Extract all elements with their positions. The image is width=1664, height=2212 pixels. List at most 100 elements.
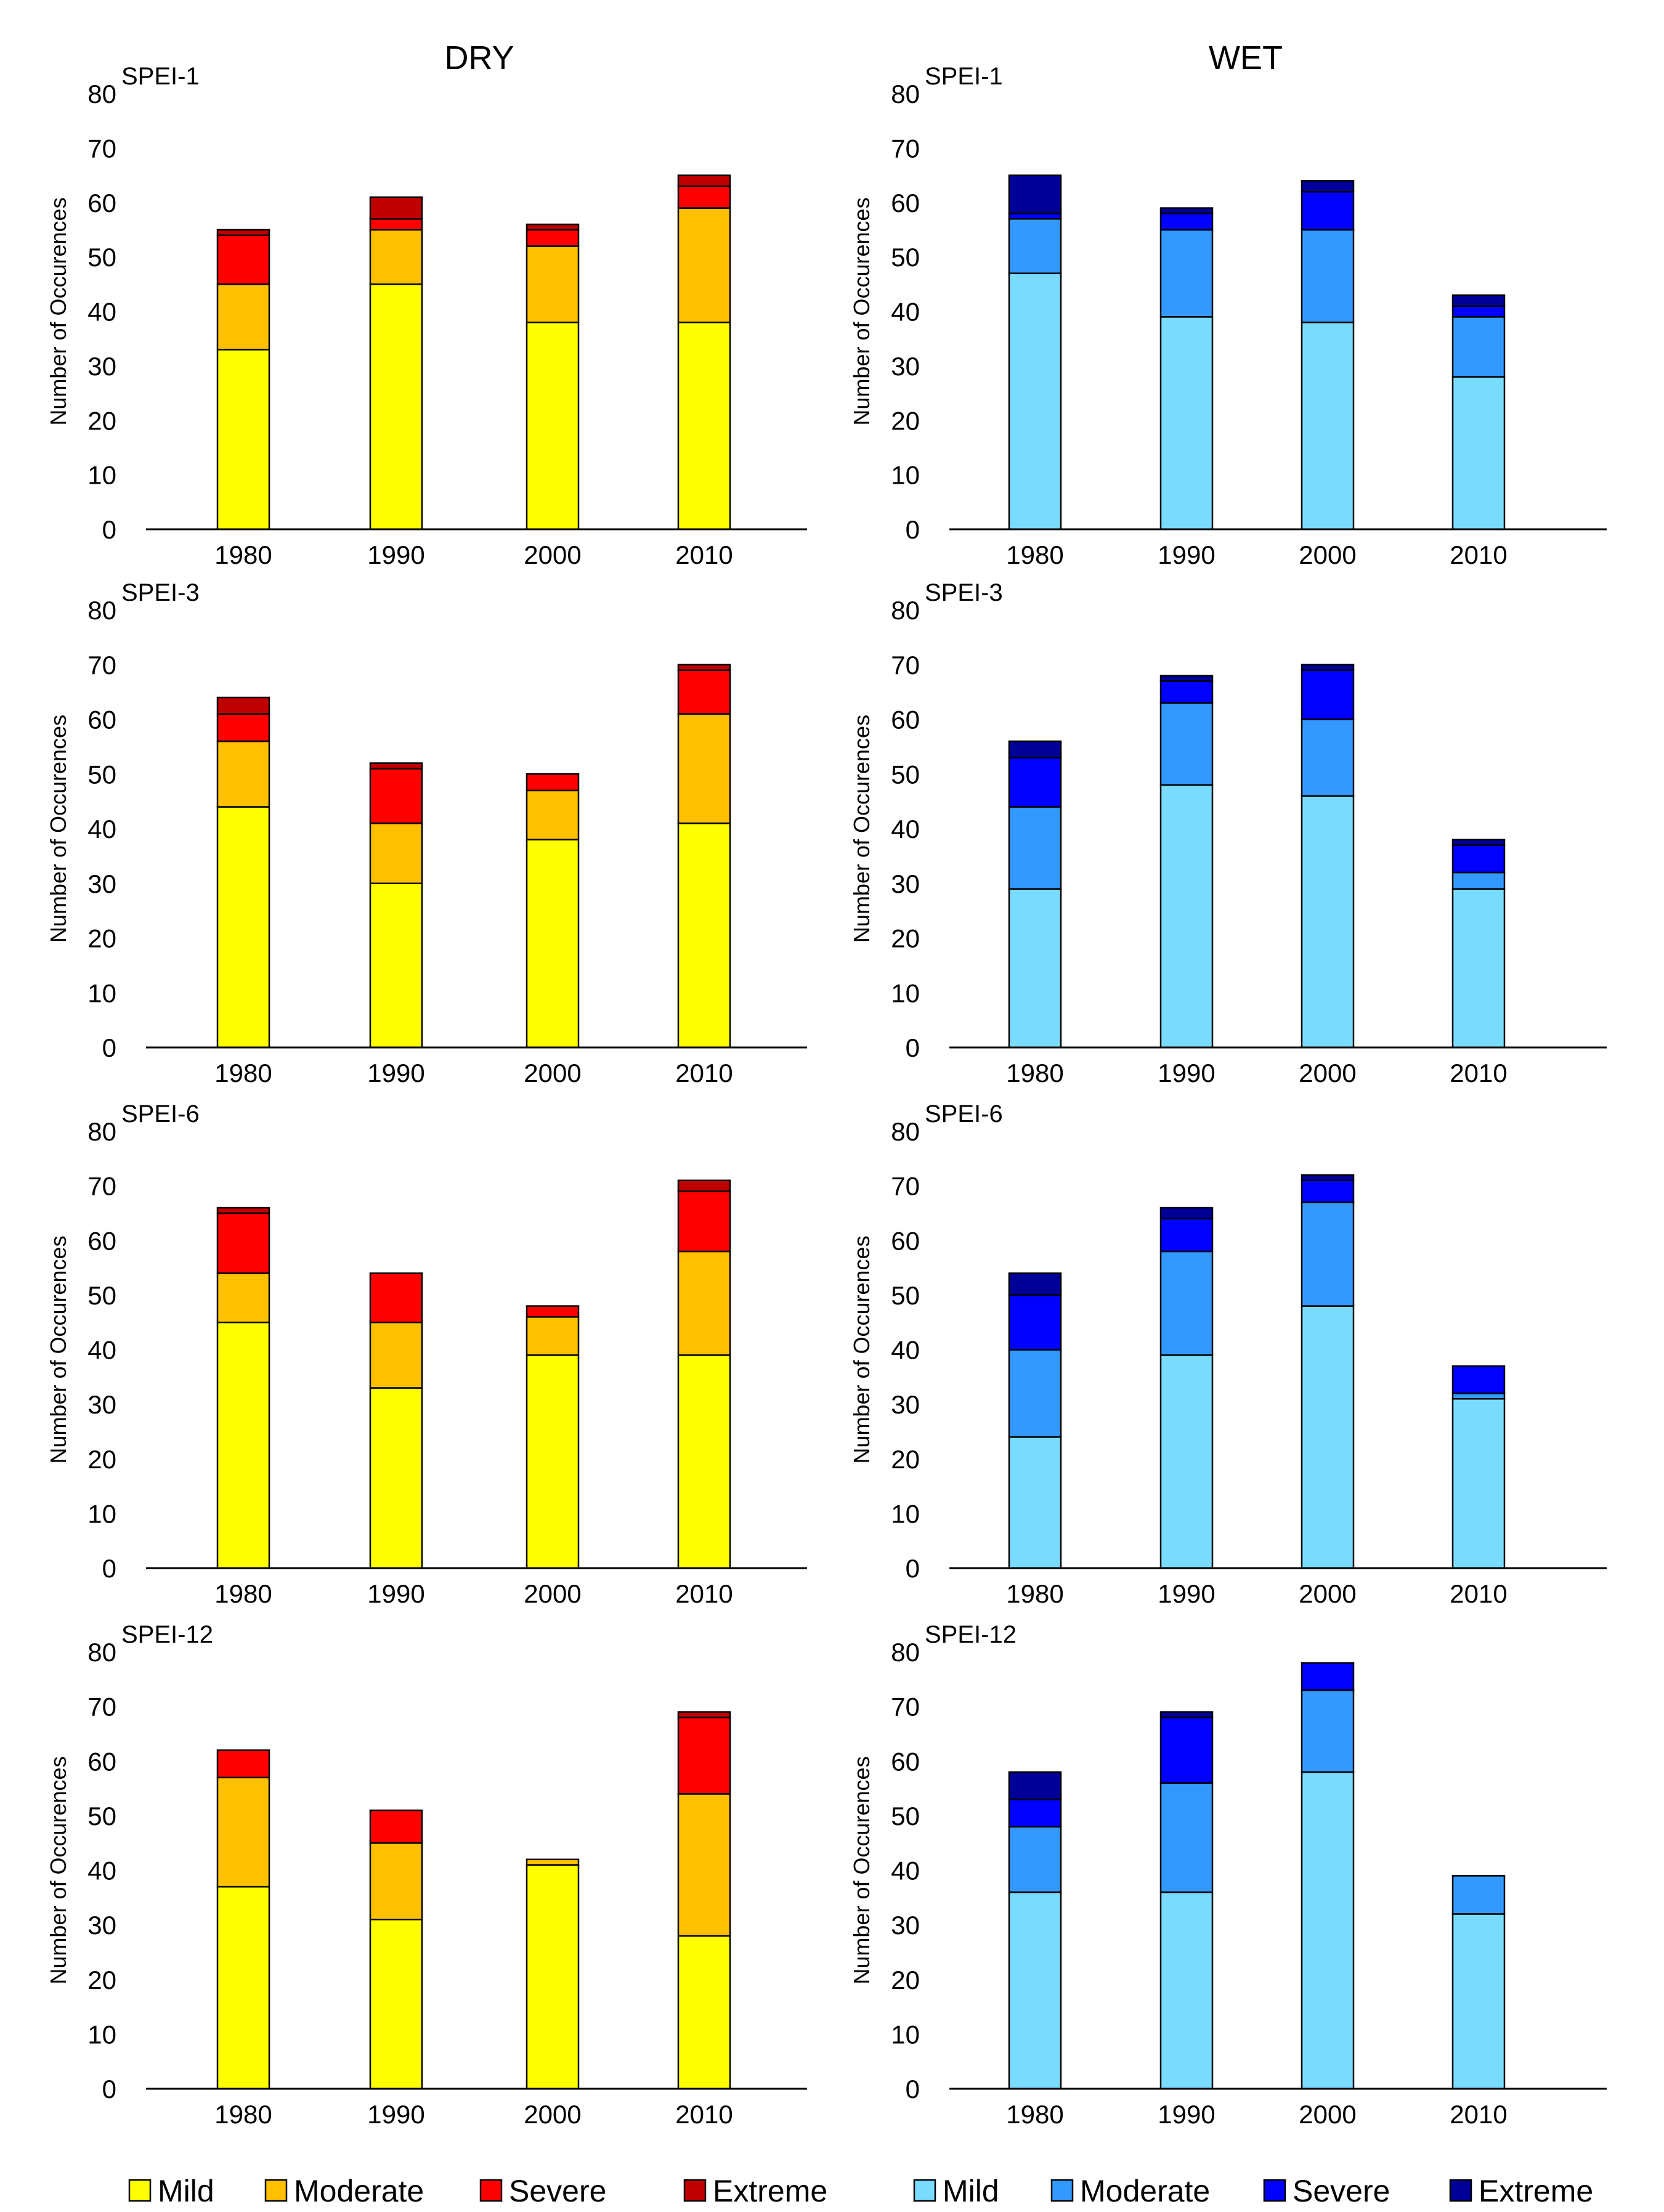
y-tick-label: 60 xyxy=(891,1226,920,1255)
bar-mild-2000 xyxy=(1301,321,1355,531)
bar-moderate-1980 xyxy=(216,740,270,808)
x-tick-label: 1980 xyxy=(214,1579,272,1608)
bar-extreme-1990 xyxy=(1159,1711,1214,1718)
bar-mild-1980 xyxy=(1008,272,1062,531)
y-tick-label: 30 xyxy=(87,1390,116,1419)
bar-mild-1990 xyxy=(369,283,423,531)
x-tick-label: 2010 xyxy=(1450,1059,1507,1088)
bar-moderate-1980 xyxy=(1008,1349,1062,1438)
bar-severe-2000 xyxy=(1301,190,1355,231)
bar-extreme-2010 xyxy=(677,174,731,187)
bar-severe-1980 xyxy=(216,713,270,742)
x-tick-label: 2010 xyxy=(675,540,733,569)
y-tick-label: 0 xyxy=(906,1554,920,1583)
y-tick-label: 40 xyxy=(87,815,116,844)
y-tick-label: 10 xyxy=(891,978,920,1007)
legend-label-severe: Severe xyxy=(1293,2174,1390,2208)
y-tick-label: 30 xyxy=(87,1911,116,1940)
bar-mild-1980 xyxy=(1008,1436,1062,1569)
bar-moderate-1980 xyxy=(216,283,270,351)
legend-label-mild: Mild xyxy=(943,2174,999,2208)
x-tick-label: 1980 xyxy=(1006,540,1063,569)
bar-moderate-1980 xyxy=(1008,806,1062,890)
y-tick-label: 60 xyxy=(87,1226,116,1255)
dry-column-title: DRY xyxy=(444,39,514,76)
panel-label: SPEI-6 xyxy=(925,1100,1003,1128)
y-tick-label: 10 xyxy=(87,978,116,1007)
bar-severe-2000 xyxy=(1301,1662,1355,1691)
bar-extreme-2010 xyxy=(677,664,731,671)
y-tick-label: 30 xyxy=(891,352,920,381)
y-tick-label: 50 xyxy=(891,243,920,272)
chart-panels: SPEI-1 Number of Occurences 0 10 20 30 40 50 60 7… xyxy=(46,63,1607,2129)
bar-moderate-1990 xyxy=(369,822,423,884)
legend-swatch-severe xyxy=(1263,2179,1286,2202)
bar-moderate-2010 xyxy=(1451,316,1506,378)
y-tick-label: 50 xyxy=(87,243,116,272)
bar-moderate-2010 xyxy=(1451,1875,1506,1915)
y-tick-label: 20 xyxy=(87,406,116,435)
panel-label: SPEI-1 xyxy=(121,63,200,90)
y-tick-label: 80 xyxy=(87,1638,116,1667)
bar-severe-2000 xyxy=(526,773,580,792)
x-tick-label: 1990 xyxy=(367,2100,424,2129)
bar-extreme-1990 xyxy=(1159,675,1214,682)
x-tick-label: 1990 xyxy=(367,1059,424,1088)
panel-label: SPEI-1 xyxy=(925,63,1003,90)
bar-severe-2010 xyxy=(1451,305,1506,318)
bar-moderate-2000 xyxy=(526,245,580,323)
bar-severe-2010 xyxy=(677,185,731,209)
x-tick-label: 1990 xyxy=(1158,1059,1215,1088)
y-tick-label: 0 xyxy=(102,2075,116,2104)
y-tick-label: 0 xyxy=(906,2075,920,2104)
y-tick-label: 50 xyxy=(87,760,116,789)
x-tick-label: 1980 xyxy=(214,540,272,569)
bar-moderate-2000 xyxy=(1301,1201,1355,1307)
panel-label: SPEI-6 xyxy=(121,1100,200,1128)
y-tick-label: 80 xyxy=(87,1117,116,1146)
y-tick-label: 80 xyxy=(891,1638,920,1667)
y-tick-label: 0 xyxy=(102,1033,116,1062)
legend-swatch-moderate xyxy=(1050,2179,1074,2202)
y-tick-label: 50 xyxy=(891,760,920,789)
bar-mild-1990 xyxy=(1159,316,1214,531)
bar-moderate-1990 xyxy=(369,1842,423,1921)
bar-extreme-1980 xyxy=(216,1206,270,1214)
x-tick-label: 2010 xyxy=(1450,1579,1507,1608)
bar-severe-1990 xyxy=(1159,680,1214,704)
y-tick-label: 30 xyxy=(891,869,920,898)
y-tick-label: 50 xyxy=(87,1281,116,1310)
bar-severe-2000 xyxy=(526,1305,580,1318)
y-tick-label: 30 xyxy=(87,352,116,381)
y-tick-label: 60 xyxy=(891,705,920,734)
x-tick-label: 2000 xyxy=(1299,2100,1356,2129)
bar-mild-2000 xyxy=(526,1354,580,1569)
x-tick-label: 1990 xyxy=(367,1579,424,1608)
y-tick-label: 70 xyxy=(87,1693,116,1722)
legend-swatch-severe xyxy=(479,2179,503,2202)
legends: Mild Moderate Severe Extreme Mild Moderate Sev… xyxy=(128,2174,1593,2208)
x-tick-label: 2000 xyxy=(524,540,581,569)
bar-moderate-2010 xyxy=(677,1250,731,1356)
y-tick-label: 80 xyxy=(891,79,920,108)
x-tick-label: 1980 xyxy=(214,1059,272,1088)
bar-mild-1980 xyxy=(1008,888,1062,1049)
legend-label-moderate: Moderate xyxy=(1080,2174,1210,2208)
y-axis-label: Number of Occurences xyxy=(849,197,874,425)
y-tick-label: 40 xyxy=(87,1856,116,1885)
bar-extreme-2000 xyxy=(526,223,580,231)
bar-moderate-1990 xyxy=(1159,1250,1214,1356)
bar-severe-2010 xyxy=(1451,844,1506,874)
bar-moderate-1990 xyxy=(369,1321,423,1389)
y-tick-label: 50 xyxy=(87,1802,116,1831)
bar-mild-2010 xyxy=(1451,376,1506,531)
bar-extreme-2010 xyxy=(677,1179,731,1192)
bar-mild-2010 xyxy=(677,1354,731,1569)
y-tick-label: 60 xyxy=(891,1747,920,1776)
bar-moderate-2000 xyxy=(526,789,580,840)
panel-label: SPEI-3 xyxy=(121,579,200,606)
dry-panel-spei-12: SPEI-12 Number of Occurences 0 10 20 30 40 50 60… xyxy=(46,1621,807,2129)
bar-severe-2010 xyxy=(677,669,731,715)
x-tick-label: 1980 xyxy=(1006,1579,1063,1608)
bar-moderate-1980 xyxy=(1008,1826,1062,1893)
